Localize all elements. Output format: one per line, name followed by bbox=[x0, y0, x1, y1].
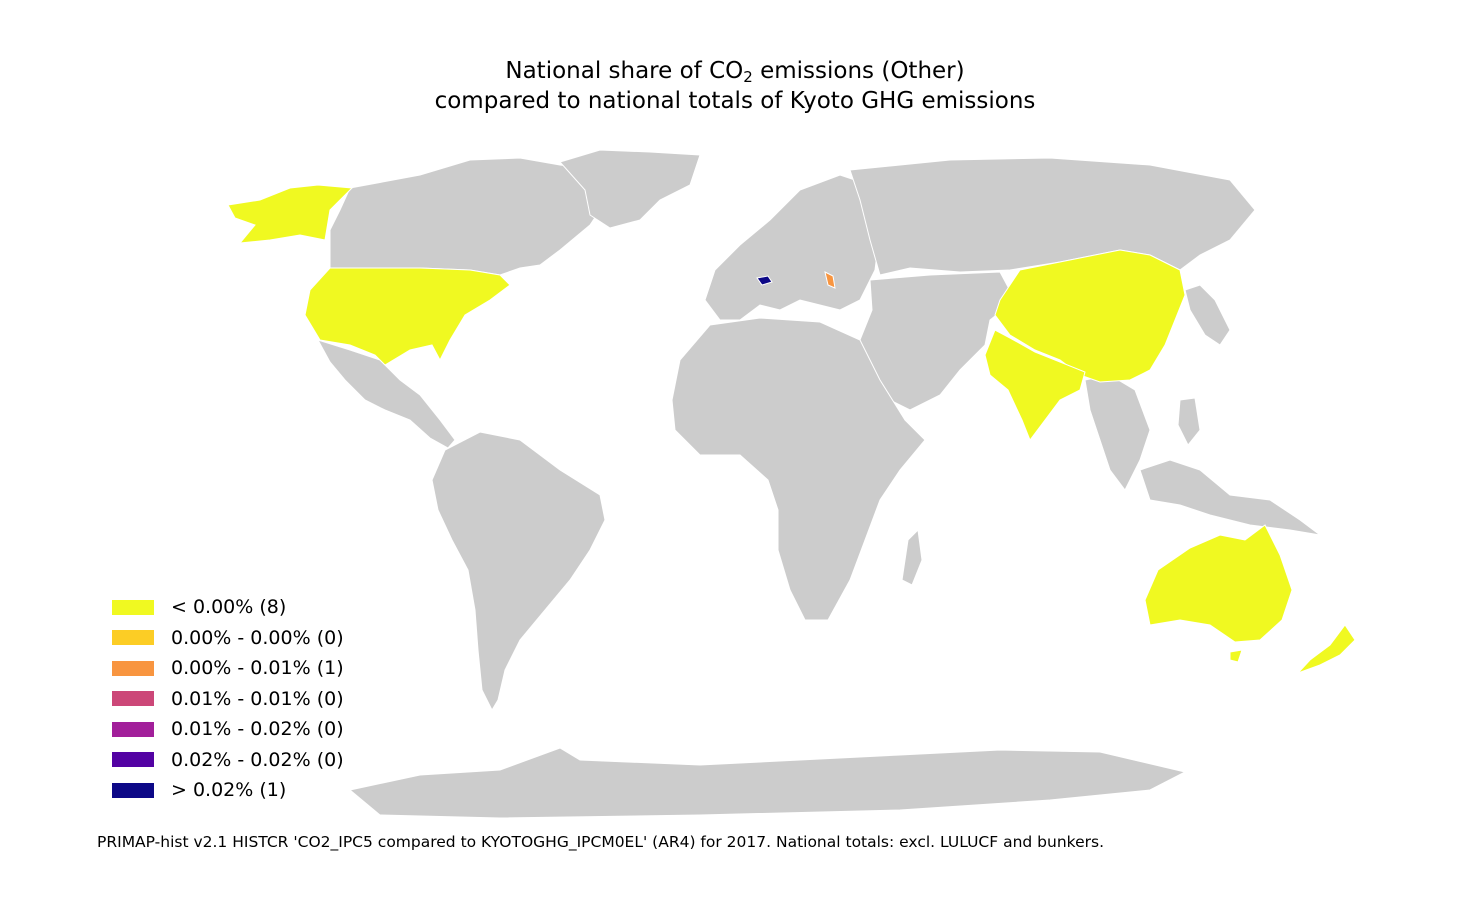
legend-label: > 0.02% (1) bbox=[171, 779, 287, 802]
region-korea-japan bbox=[1184, 284, 1231, 346]
legend-swatch bbox=[112, 752, 154, 768]
country-greenland bbox=[559, 149, 701, 229]
legend-item: 0.01% - 0.01% (0) bbox=[112, 684, 344, 715]
source-note: PRIMAP-hist v2.1 HISTCR 'CO2_IPC5 compar… bbox=[97, 833, 1104, 851]
legend-item: 0.01% - 0.02% (0) bbox=[112, 714, 344, 745]
legend-label: 0.00% - 0.01% (1) bbox=[171, 657, 344, 680]
country-china bbox=[994, 249, 1186, 383]
title-subscript: 2 bbox=[743, 68, 753, 86]
legend-label: < 0.00% (8) bbox=[171, 596, 287, 619]
legend-swatch bbox=[112, 782, 154, 798]
map-title: National share of CO2 emissions (Other) … bbox=[0, 56, 1470, 116]
legend-label: 0.01% - 0.01% (0) bbox=[171, 687, 344, 710]
legend-label: 0.00% - 0.00% (0) bbox=[171, 626, 344, 649]
title-line-1-suffix: emissions (Other) bbox=[752, 58, 965, 84]
country-united-states-alaska bbox=[227, 184, 354, 244]
country-united-states bbox=[304, 267, 511, 366]
country-canada bbox=[329, 157, 611, 276]
legend-swatch bbox=[112, 721, 154, 737]
country-australia-tasmania bbox=[1229, 649, 1243, 663]
title-line-1-prefix: National share of CO bbox=[505, 58, 744, 84]
legend-item: > 0.02% (1) bbox=[112, 775, 344, 806]
country-russia bbox=[849, 157, 1256, 276]
country-switzerland bbox=[756, 275, 773, 286]
legend-item: 0.02% - 0.02% (0) bbox=[112, 745, 344, 776]
legend-item: < 0.00% (8) bbox=[112, 592, 344, 623]
legend-item: 0.00% - 0.01% (1) bbox=[112, 653, 344, 684]
legend-swatch bbox=[112, 599, 154, 615]
legend-swatch bbox=[112, 660, 154, 676]
legend-label: 0.02% - 0.02% (0) bbox=[171, 748, 344, 771]
legend-label: 0.01% - 0.02% (0) bbox=[171, 718, 344, 741]
legend-item: 0.00% - 0.00% (0) bbox=[112, 623, 344, 654]
country-philippines bbox=[1177, 397, 1201, 446]
region-africa bbox=[671, 317, 926, 621]
region-southeast-asia bbox=[1084, 374, 1151, 491]
legend-swatch bbox=[112, 691, 154, 707]
region-europe bbox=[704, 174, 881, 321]
title-line-1: National share of CO2 emissions (Other) bbox=[0, 56, 1470, 86]
title-line-2: compared to national totals of Kyoto GHG… bbox=[434, 88, 1036, 114]
country-new-zealand bbox=[1297, 624, 1356, 674]
region-south-america bbox=[431, 431, 606, 712]
region-maritime-southeast-asia bbox=[1139, 459, 1321, 536]
country-australia bbox=[1144, 524, 1293, 643]
country-moldova bbox=[824, 271, 836, 289]
country-india bbox=[984, 329, 1086, 442]
region-antarctica bbox=[348, 747, 1187, 819]
map-legend: < 0.00% (8) 0.00% - 0.00% (0) 0.00% - 0.… bbox=[112, 592, 344, 806]
legend-swatch bbox=[112, 630, 154, 646]
land-layer bbox=[227, 149, 1356, 819]
country-madagascar bbox=[901, 528, 923, 586]
